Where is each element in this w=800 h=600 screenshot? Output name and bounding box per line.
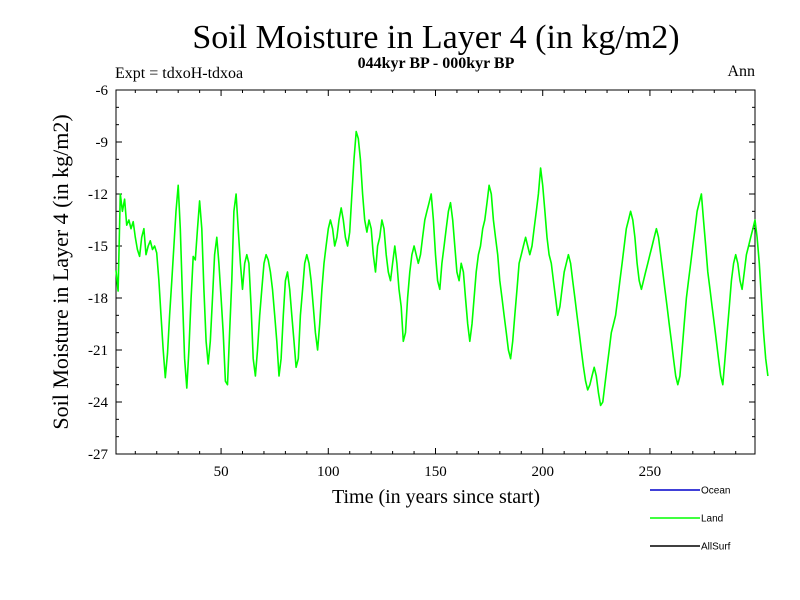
- x-tick-label: 250: [639, 464, 662, 480]
- y-tick-label: -24: [88, 395, 108, 411]
- series-layer: [115, 130, 769, 407]
- x-tick-label: 100: [317, 464, 340, 480]
- legend-label-ocean: Ocean: [701, 486, 730, 497]
- y-tick-label: -15: [88, 239, 108, 255]
- season-label: Ann: [727, 63, 755, 80]
- chart-title: Soil Moisture in Layer 4 (in kg/m2): [192, 19, 679, 56]
- y-tick-label: -21: [88, 343, 108, 359]
- series-line-land: [115, 130, 769, 407]
- plot-frame: [115, 89, 756, 455]
- legend: Ocean Land AllSurf: [650, 486, 731, 553]
- y-tick-label: -27: [88, 447, 108, 463]
- plot-area: -6 -9 -12 -15 -18 -21 -24 -27 50 100 150 200 250: [88, 83, 769, 480]
- y-tick-label: -6: [96, 83, 109, 99]
- y-tick-label: -9: [96, 135, 109, 151]
- x-axis: 50 100 150 200 250: [134, 90, 737, 480]
- x-tick-label: 150: [424, 464, 447, 480]
- x-tick-label: 200: [531, 464, 554, 480]
- experiment-label: Expt = tdxoH-tdxoa: [115, 65, 243, 82]
- y-tick-label: -18: [88, 291, 108, 307]
- legend-label-land: Land: [701, 514, 723, 525]
- y-axis: -6 -9 -12 -15 -18 -21 -24 -27: [88, 83, 755, 463]
- legend-label-allsurf: AllSurf: [701, 542, 731, 553]
- x-tick-label: 50: [214, 464, 229, 480]
- chart-subtitle: 044kyr BP - 000kyr BP: [358, 55, 515, 72]
- y-axis-title: Soil Moisture in Layer 4 (in kg/m2): [48, 114, 73, 429]
- y-tick-label: -12: [88, 187, 108, 203]
- x-axis-title: Time (in years since start): [332, 486, 540, 508]
